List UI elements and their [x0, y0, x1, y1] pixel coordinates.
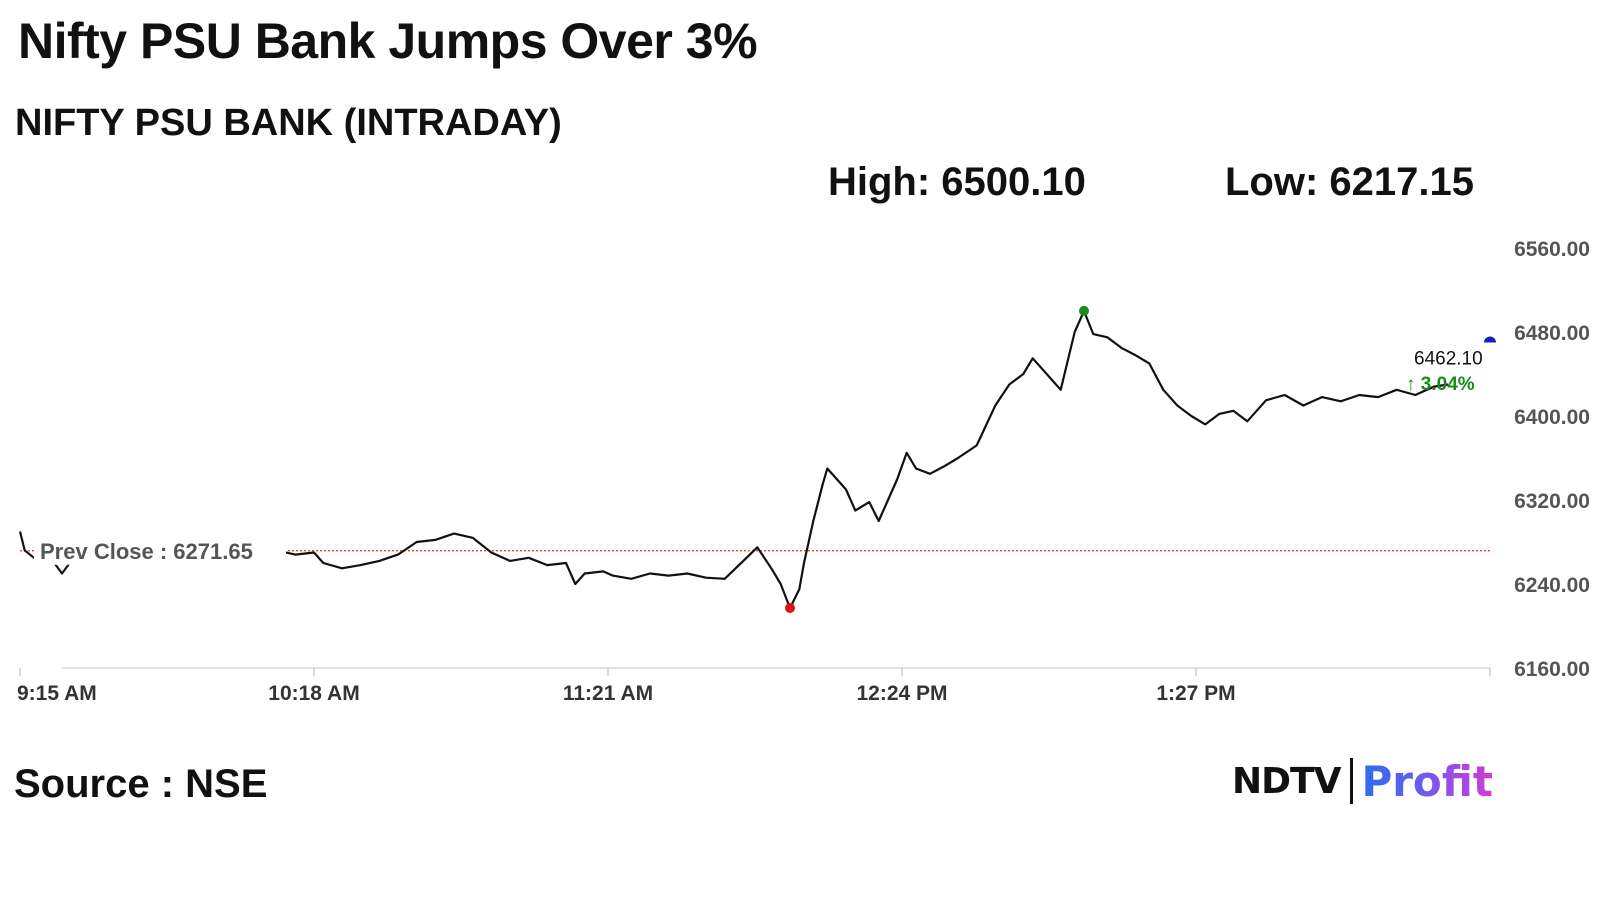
- brand-logo: NDTV Profit: [1232, 756, 1493, 806]
- y-tick-label: 6320.00: [1514, 490, 1590, 513]
- intraday-chart: 6560.00 6480.00 6400.00 6320.00 6240.00 6160.…: [17, 238, 1590, 705]
- source-note: Source : NSE: [14, 762, 268, 806]
- x-tick-label: 12:24 PM: [856, 682, 947, 705]
- y-tick-label: 6480.00: [1514, 322, 1590, 345]
- low-marker: [785, 602, 795, 613]
- x-tick-label: 9:15 AM: [17, 682, 97, 705]
- x-tick-label: 1:27 PM: [1156, 682, 1235, 705]
- prev-close-label-background: [34, 534, 286, 565]
- prev-close-label: Prev Close : 6271.65: [40, 539, 253, 564]
- high-marker: [1079, 305, 1089, 316]
- last-change-label: ↑ 3.04%: [1406, 374, 1475, 395]
- x-tick-label: 10:18 AM: [268, 682, 359, 705]
- y-tick-label: 6240.00: [1514, 574, 1590, 597]
- last-price-marker: [1484, 336, 1496, 343]
- chart-axes: 6560.00 6480.00 6400.00 6320.00 6240.00 6160.…: [17, 238, 1590, 705]
- last-price-label: 6462.10: [1414, 349, 1483, 370]
- brand-ndtv-text: NDTV: [1232, 760, 1341, 802]
- x-tick-label: 11:21 AM: [563, 682, 653, 705]
- high-stat: High: 6500.10: [828, 160, 1086, 204]
- y-tick-label: 6400.00: [1514, 406, 1590, 429]
- y-tick-label: 6560.00: [1514, 238, 1590, 261]
- low-stat: Low: 6217.15: [1225, 160, 1475, 204]
- headline: Nifty PSU Bank Jumps Over 3%: [18, 13, 758, 69]
- y-tick-label: 6160.00: [1514, 658, 1590, 681]
- brand-profit-text: Profit: [1361, 756, 1493, 806]
- chart-subtitle: NIFTY PSU BANK (INTRADAY): [15, 102, 562, 144]
- brand-divider: [1350, 758, 1354, 804]
